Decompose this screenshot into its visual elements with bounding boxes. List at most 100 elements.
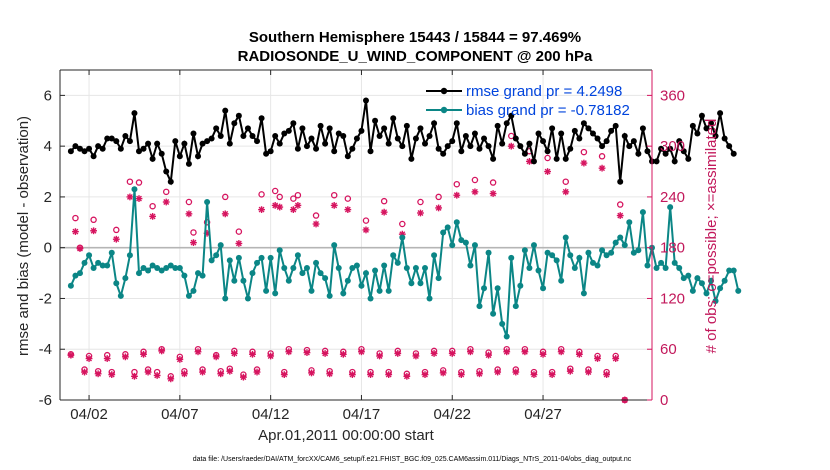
obs-possible-marker — [235, 228, 243, 235]
rmse-point — [349, 145, 356, 152]
bias-point — [135, 270, 142, 277]
obs-assimilated-marker — [162, 198, 170, 206]
obs-assimilated-marker — [557, 348, 565, 356]
obs-assimilated-marker — [476, 370, 483, 378]
rmse-point — [449, 138, 456, 145]
bias-point — [381, 262, 388, 269]
obs-assimilated-marker — [144, 368, 152, 376]
bias-point — [667, 204, 674, 211]
bias-point — [676, 265, 683, 271]
rmse-point — [272, 133, 279, 139]
bias-point — [272, 290, 279, 297]
rmse-point — [217, 133, 224, 139]
rmse-point — [195, 153, 202, 160]
bias-point — [694, 275, 701, 282]
bias-point — [99, 262, 106, 269]
bias-point — [449, 242, 456, 249]
bias-point — [703, 290, 710, 297]
obs-assimilated-marker — [67, 351, 75, 359]
obs-possible-marker — [362, 217, 370, 224]
obs-assimilated-marker — [612, 355, 620, 362]
rmse-point — [331, 148, 338, 155]
bias-point — [594, 262, 601, 269]
rmse-point — [471, 130, 478, 137]
bias-point — [558, 277, 565, 284]
bias-point — [372, 267, 379, 274]
obs-possible-marker — [598, 153, 606, 160]
obs-assimilated-marker — [575, 350, 583, 358]
obs-assimilated-marker — [280, 371, 288, 379]
bias-point — [176, 265, 183, 271]
rmse-point — [299, 125, 306, 132]
bias-point — [571, 265, 578, 271]
rmse-point — [494, 122, 501, 129]
obs-assimilated-marker — [616, 212, 624, 219]
bias-point — [394, 259, 401, 266]
rmse-point — [135, 148, 142, 155]
y-tick-label: -2 — [39, 290, 52, 307]
obs-possible-marker — [135, 179, 143, 186]
obs-assimilated-marker — [598, 164, 606, 172]
rmse-point — [703, 125, 710, 132]
bias-point — [185, 292, 192, 299]
bias-point — [540, 285, 547, 292]
obs-assimilated-marker — [348, 371, 356, 379]
obs-assimilated-marker — [580, 159, 588, 167]
y-tick-label: 6 — [44, 87, 52, 104]
bias-point — [335, 265, 342, 271]
obs-assimilated-marker — [585, 368, 592, 376]
rmse-point — [258, 115, 265, 122]
bias-point — [685, 272, 692, 279]
rmse-point — [249, 133, 256, 139]
rmse-point — [558, 130, 565, 137]
rmse-point — [394, 135, 401, 142]
bias-point — [476, 303, 483, 310]
obs-assimilated-marker — [385, 371, 393, 379]
obs-possible-marker — [616, 201, 624, 208]
rmse-point — [639, 125, 646, 132]
rmse-point — [440, 150, 447, 157]
obs-assimilated-marker — [167, 375, 175, 383]
bias-point — [658, 259, 665, 266]
rmse-point — [621, 133, 628, 139]
bias-point — [435, 275, 442, 282]
rmse-point — [190, 130, 197, 137]
rmse-point — [671, 158, 678, 165]
bias-point — [698, 280, 705, 287]
obs-possible-marker — [222, 193, 229, 201]
obs-assimilated-marker — [240, 373, 247, 381]
bias-point — [126, 252, 133, 259]
bias-point — [431, 252, 438, 259]
bias-point — [412, 265, 419, 271]
rmse-point — [231, 120, 238, 127]
bias-point — [231, 277, 238, 284]
obs-assimilated-marker — [121, 353, 129, 361]
obs-possible-marker — [90, 216, 97, 224]
y-axis-right-label: # of obs: o=possible; ×=assimilated — [703, 119, 720, 354]
obs-possible-marker — [544, 154, 551, 162]
rmse-point — [263, 150, 270, 157]
chart-subtitle: RADIOSONDE_U_WIND_COMPONENT @ 200 hPa — [238, 48, 593, 65]
rmse-point — [399, 143, 406, 150]
series-lines — [67, 97, 742, 340]
rmse-point — [213, 125, 220, 132]
rmse-point — [95, 143, 102, 150]
rmse-point — [426, 133, 433, 139]
bias-point — [399, 234, 406, 241]
obs-assimilated-marker — [285, 348, 293, 356]
x-axis-label: Apr.01,2011 00:00:00 start — [258, 427, 435, 444]
rmse-point — [717, 110, 724, 117]
bias-point — [417, 280, 424, 287]
obs-possible-marker — [312, 212, 320, 219]
obs-assimilated-marker — [339, 350, 347, 358]
rmse-point — [326, 125, 333, 132]
rmse-point — [199, 140, 206, 147]
bias-line — [69, 189, 740, 337]
obs-assimilated-marker — [258, 206, 265, 214]
rmse-point — [67, 148, 74, 155]
rmse-point — [208, 135, 215, 142]
rmse-point — [712, 133, 719, 139]
obs-assimilated-marker — [394, 350, 402, 357]
bias-point — [599, 247, 606, 254]
x-tick-label: 04/12 — [252, 406, 290, 423]
